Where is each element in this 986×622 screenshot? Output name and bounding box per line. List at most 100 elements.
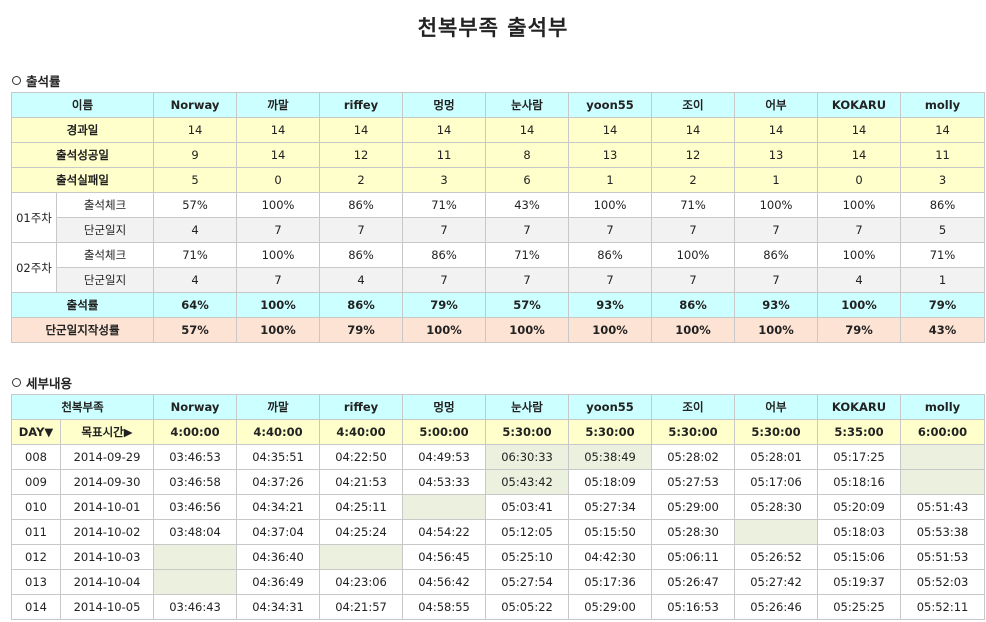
value-cell: 4 — [153, 217, 238, 243]
time-cell: 05:26:46 — [734, 594, 819, 620]
day-cell: 013 — [11, 569, 61, 595]
time-cell: 05:17:36 — [568, 569, 653, 595]
rate-value-cell: 79% — [817, 317, 902, 343]
target-time-row: DAY▼ 목표시간▶ 4:00:00 4:40:00 4:40:00 5:00:00 5:3… — [11, 419, 986, 445]
value-cell: 7 — [568, 267, 653, 293]
value-cell: 8 — [485, 142, 570, 168]
value-cell: 100% — [236, 192, 321, 218]
rate-value-cell: 86% — [651, 292, 736, 318]
value-cell: 12 — [319, 142, 404, 168]
week-row: 단군일지 4 7 7 7 7 7 7 7 7 5 — [12, 217, 986, 243]
rate-value-cell: 100% — [651, 317, 736, 343]
week-metric-label-cell: 단군일지 — [55, 267, 155, 293]
value-cell: 7 — [402, 217, 487, 243]
value-cell: 14 — [402, 117, 487, 143]
row-label-cell: 단군일지작성률 — [10, 317, 155, 343]
value-cell: 100% — [651, 242, 736, 268]
value-cell: 100% — [568, 192, 653, 218]
value-cell: 7 — [817, 217, 902, 243]
member-name-cell: 멍멍 — [402, 92, 487, 118]
rate-value-cell: 100% — [236, 317, 321, 343]
rate-value-cell: 100% — [236, 292, 321, 318]
time-cell: 05:06:11 — [651, 544, 736, 570]
target-time-cell: 5:30:00 — [651, 419, 736, 445]
time-cell: 05:17:25 — [817, 444, 902, 470]
rate-value-cell: 86% — [319, 292, 404, 318]
member-name-cell: 어부 — [734, 92, 819, 118]
target-header-cell: 목표시간▶ — [59, 419, 155, 445]
rate-value-cell: 93% — [568, 292, 653, 318]
member-name-cell: 까말 — [236, 394, 321, 420]
value-cell: 14 — [485, 117, 570, 143]
time-cell — [319, 544, 404, 570]
day-cell: 011 — [11, 519, 61, 545]
week-metric-label-cell: 출석체크 — [55, 242, 155, 268]
attendance-section-label: 출석률 — [26, 74, 61, 89]
circle-bullet-icon — [12, 378, 21, 387]
value-cell: 14 — [651, 117, 736, 143]
time-cell: 04:34:31 — [236, 594, 321, 620]
target-time-cell: 6:00:00 — [900, 419, 986, 445]
value-cell: 7 — [319, 217, 404, 243]
time-cell: 05:51:53 — [900, 544, 986, 570]
time-cell: 05:43:42 — [485, 469, 570, 495]
time-cell: 05:52:11 — [900, 594, 986, 620]
details-table: 천복부족 Norway 까말 riffey 멍멍 눈사람 yoon55 조이 어부 KOKARU m… — [10, 394, 986, 620]
rate-value-cell: 100% — [734, 317, 819, 343]
time-cell: 04:25:11 — [319, 494, 404, 520]
attendance-rate-row: 출석률 64% 100% 86% 79% 57% 93% 86% 93% 100% 79% — [10, 292, 986, 318]
time-cell: 05:28:30 — [734, 494, 819, 520]
member-name-cell: 멍멍 — [402, 394, 487, 420]
time-cell: 05:27:54 — [485, 569, 570, 595]
value-cell: 86% — [568, 242, 653, 268]
time-cell: 03:46:43 — [153, 594, 238, 620]
day-cell: 008 — [11, 444, 61, 470]
value-cell: 1 — [568, 167, 653, 193]
member-name-cell: 조이 — [651, 394, 736, 420]
time-cell: 05:27:42 — [734, 569, 819, 595]
time-cell: 04:34:21 — [236, 494, 321, 520]
time-cell: 05:26:52 — [734, 544, 819, 570]
target-time-cell: 5:30:00 — [568, 419, 653, 445]
value-cell: 7 — [734, 267, 819, 293]
detail-row: 014 2014-10-05 03:46:43 04:34:31 04:21:57 04:… — [11, 594, 986, 620]
value-cell: 86% — [734, 242, 819, 268]
time-cell: 03:48:04 — [153, 519, 238, 545]
page-title: 천복부족 출석부 — [417, 16, 569, 40]
value-cell: 13 — [734, 142, 819, 168]
member-name-cell: 눈사람 — [485, 92, 570, 118]
detail-row: 010 2014-10-01 03:46:56 04:34:21 04:25:11 05:… — [11, 494, 986, 520]
time-cell: 04:23:06 — [319, 569, 404, 595]
time-cell — [153, 544, 238, 570]
time-cell: 04:37:26 — [236, 469, 321, 495]
value-cell: 100% — [734, 192, 819, 218]
value-cell: 14 — [236, 142, 321, 168]
attendance-table: 이름 Norway 까말 riffey 멍멍 눈사람 yoon55 조이 어부 KOKARU mol… — [10, 92, 986, 343]
time-cell: 05:16:53 — [651, 594, 736, 620]
member-name-cell: 어부 — [734, 394, 819, 420]
date-cell: 2014-09-29 — [59, 444, 155, 470]
time-cell: 04:36:40 — [236, 544, 321, 570]
detail-row: 013 2014-10-04 04:36:49 04:23:06 04:56:42 05:… — [11, 569, 986, 595]
time-cell: 05:15:50 — [568, 519, 653, 545]
value-cell: 14 — [568, 117, 653, 143]
time-cell — [900, 469, 986, 495]
time-cell: 05:28:30 — [651, 519, 736, 545]
time-cell: 05:29:00 — [568, 594, 653, 620]
value-cell: 4 — [817, 267, 902, 293]
time-cell: 05:18:09 — [568, 469, 653, 495]
time-cell: 04:21:53 — [319, 469, 404, 495]
day-cell: 010 — [11, 494, 61, 520]
target-time-cell: 5:30:00 — [485, 419, 570, 445]
member-name-cell: 눈사람 — [485, 394, 570, 420]
time-cell: 06:30:33 — [485, 444, 570, 470]
rate-value-cell: 57% — [485, 292, 570, 318]
value-cell: 0 — [236, 167, 321, 193]
member-name-cell: molly — [900, 394, 986, 420]
value-cell: 57% — [153, 192, 238, 218]
member-name-cell: yoon55 — [568, 394, 653, 420]
attendance-header-row: 이름 Norway 까말 riffey 멍멍 눈사람 yoon55 조이 어부 KOKARU mol… — [10, 92, 986, 118]
time-cell — [402, 494, 487, 520]
time-cell: 05:52:03 — [900, 569, 986, 595]
date-cell: 2014-10-03 — [59, 544, 155, 570]
